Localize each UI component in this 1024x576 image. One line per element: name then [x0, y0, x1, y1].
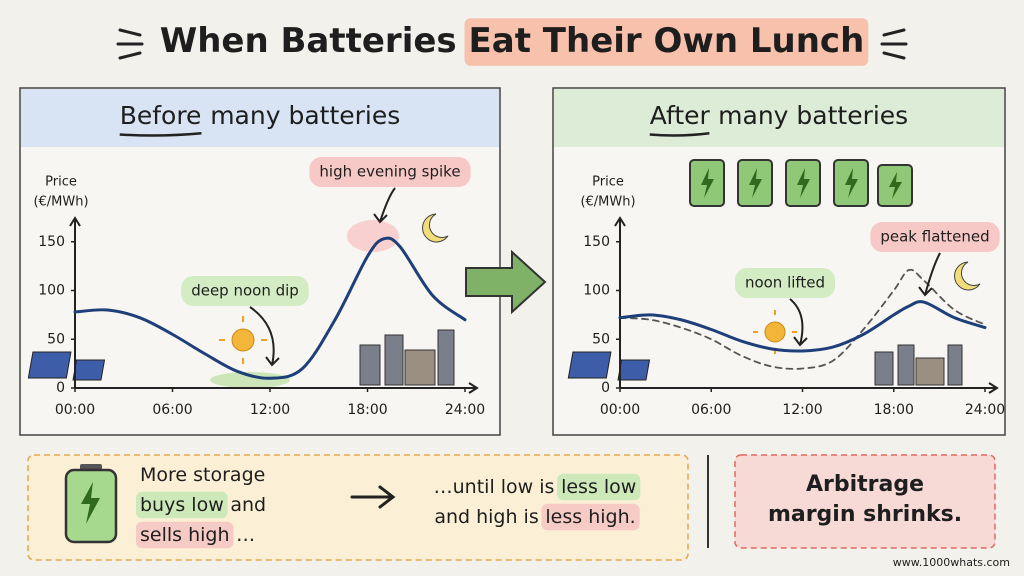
x-tick-label: 18:00: [347, 402, 387, 418]
y-axis-label: (€/MWh): [580, 195, 635, 210]
text-segment: many batteries: [718, 101, 908, 130]
y-tick-label: 0: [601, 380, 610, 396]
footer: www.1000whats.com: [893, 556, 1010, 569]
text-segment: When Batteries: [160, 21, 457, 61]
annotation-arrow: [789, 298, 808, 347]
y-tick-label: 0: [56, 380, 65, 396]
text-segment: Before: [120, 101, 202, 130]
dip-glow: [210, 372, 290, 388]
price-line: [618, 300, 987, 353]
x-tick-label: 12:00: [782, 402, 822, 418]
y-tick-label: 150: [38, 234, 65, 250]
flow-arrow: [350, 485, 396, 509]
annotation-bubble: [734, 268, 836, 298]
battery-row: [689, 159, 913, 207]
text-segment: After: [650, 101, 711, 130]
text-highlight: [464, 18, 869, 66]
annotation-bubble: [870, 222, 1000, 252]
panel-header: [554, 89, 1004, 147]
y-axis: [69, 216, 81, 388]
y-axis: [614, 216, 626, 388]
text-segment: many batteries: [210, 101, 400, 130]
text-segment: sells high: [140, 524, 230, 546]
rich-text: …until low is less low: [434, 476, 637, 498]
text-segment: and high is: [434, 506, 538, 528]
x-tick-label: 24:00: [965, 402, 1005, 418]
y-tick-label: 50: [592, 331, 610, 347]
solar-panels: [27, 351, 651, 381]
x-tick-label: 06:00: [152, 402, 192, 418]
x-tick-label: 00:00: [55, 402, 95, 418]
rich-text: margin shrinks.: [768, 502, 962, 527]
text-segment: less low: [561, 476, 636, 498]
rich-text: and high is less high.: [434, 506, 635, 528]
annotation-bubble: [309, 157, 471, 187]
y-axis-label: Price: [45, 175, 77, 190]
x-tick-label: 24:00: [445, 402, 485, 418]
y-tick-label: 50: [47, 331, 65, 347]
annotation-arrow: [249, 306, 280, 367]
text-segment: margin shrinks.: [768, 502, 962, 527]
peak-glow: [347, 220, 399, 252]
annotation: high evening spike: [319, 163, 460, 181]
city-skyline: [359, 329, 963, 386]
rich-text: sells high …: [140, 524, 255, 546]
rich-text: buys low and: [140, 494, 266, 516]
text-segment: buys low: [140, 494, 224, 516]
y-axis-label: (€/MWh): [33, 195, 88, 210]
sun-icon: [219, 316, 267, 364]
rich-text: After many batteries: [650, 101, 908, 130]
text-highlight: [136, 491, 228, 519]
text-segment: Arbitrage: [806, 472, 924, 497]
x-tick-label: 18:00: [874, 402, 914, 418]
battery-icon: [64, 464, 118, 544]
text-segment: less high.: [545, 506, 635, 528]
sun-icon: [753, 310, 797, 354]
y-tick-label: 100: [38, 283, 65, 299]
conclusion-box: [734, 454, 996, 549]
rich-text: Arbitrage: [806, 472, 924, 497]
rich-text: Before many batteries: [120, 101, 401, 130]
moon-icon: [422, 213, 449, 243]
annotation: peak flattened: [880, 228, 989, 246]
x-tick-label: 12:00: [250, 402, 290, 418]
text-underline: [649, 132, 710, 137]
x-axis: [620, 382, 999, 394]
annotation-bubble: [181, 276, 309, 306]
text-segment: More storage: [140, 464, 265, 486]
y-tick-label: 100: [583, 283, 610, 299]
text-highlight: [136, 521, 234, 549]
text-highlight: [541, 503, 640, 531]
transition-arrow: [465, 249, 547, 315]
text-segment: and: [230, 494, 266, 516]
text-segment: …until low is: [434, 476, 555, 498]
annotation: deep noon dip: [191, 282, 299, 300]
x-tick-label: 00:00: [600, 402, 640, 418]
y-axis-label: Price: [592, 175, 624, 190]
text-highlight: [557, 473, 641, 501]
rich-text: When Batteries Eat Their Own Lunch: [160, 21, 865, 61]
x-axis: [75, 382, 479, 394]
moon-icon: [954, 261, 981, 291]
text-underline: [119, 132, 202, 137]
y-tick-label: 150: [583, 234, 610, 250]
annotation: noon lifted: [745, 274, 825, 292]
x-tick-label: 06:00: [691, 402, 731, 418]
price-line: [73, 236, 467, 380]
rich-text: More storage: [140, 464, 265, 486]
title-flourish: [116, 28, 908, 60]
annotation-arrow: [918, 252, 941, 297]
annotation-arrow: [373, 187, 396, 224]
text-segment: …: [236, 524, 255, 546]
text-segment: Eat Their Own Lunch: [469, 21, 865, 61]
panel-header: [21, 89, 499, 147]
